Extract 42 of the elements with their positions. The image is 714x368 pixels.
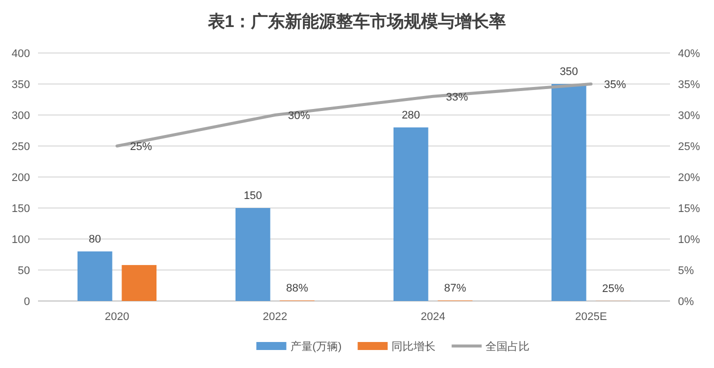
data-label: 87%	[444, 282, 466, 294]
y-tick-label: 350	[12, 79, 30, 91]
bar	[122, 265, 156, 301]
y2-tick-label: 10%	[678, 234, 700, 246]
y2-tick-label: 40%	[678, 48, 700, 60]
legend-label: 产量(万辆)	[290, 340, 342, 353]
data-label: 350	[560, 66, 578, 78]
y2-tick-label: 25%	[678, 141, 700, 153]
x-tick-label: 2020	[104, 311, 130, 323]
data-label: 25%	[602, 282, 624, 295]
data-label: 80	[88, 233, 102, 246]
x-tick-label: 2025E	[575, 311, 607, 323]
chart-title: 表1：广东新能源整车市场规模与增长率	[206, 12, 506, 31]
bar	[394, 127, 428, 301]
y2-tick-label: 30%	[678, 110, 700, 122]
y-tick-label: 300	[12, 110, 30, 122]
x-tick-label: 2024	[420, 311, 446, 323]
y-tick-label: 250	[12, 141, 30, 153]
data-label: 280	[402, 109, 420, 122]
x-tick-label: 2022	[262, 311, 288, 323]
data-label: 30%	[288, 110, 310, 122]
y-tick-label: 100	[12, 234, 30, 246]
bar	[236, 208, 270, 301]
y-tick-label: 0	[24, 296, 30, 308]
data-label: 25%	[130, 141, 152, 153]
bar	[552, 84, 586, 301]
y-tick-label: 50	[18, 265, 30, 277]
data-label: 35%	[604, 79, 626, 91]
y-tick-label: 150	[12, 203, 30, 215]
y2-tick-label: 20%	[678, 172, 700, 184]
data-label: 150	[244, 190, 262, 202]
y2-tick-label: 35%	[678, 79, 700, 91]
data-label: 88%	[286, 282, 308, 294]
bar	[78, 251, 112, 301]
y2-tick-label: 5%	[678, 265, 694, 277]
legend-label: 同比增长	[392, 340, 436, 353]
y2-tick-label: 0%	[678, 296, 694, 308]
y-tick-label: 400	[12, 48, 30, 60]
legend-label: 全国占比	[486, 340, 530, 353]
y-tick-label: 200	[12, 172, 30, 184]
y2-tick-label: 15%	[678, 203, 700, 215]
data-label: 33%	[446, 91, 468, 104]
